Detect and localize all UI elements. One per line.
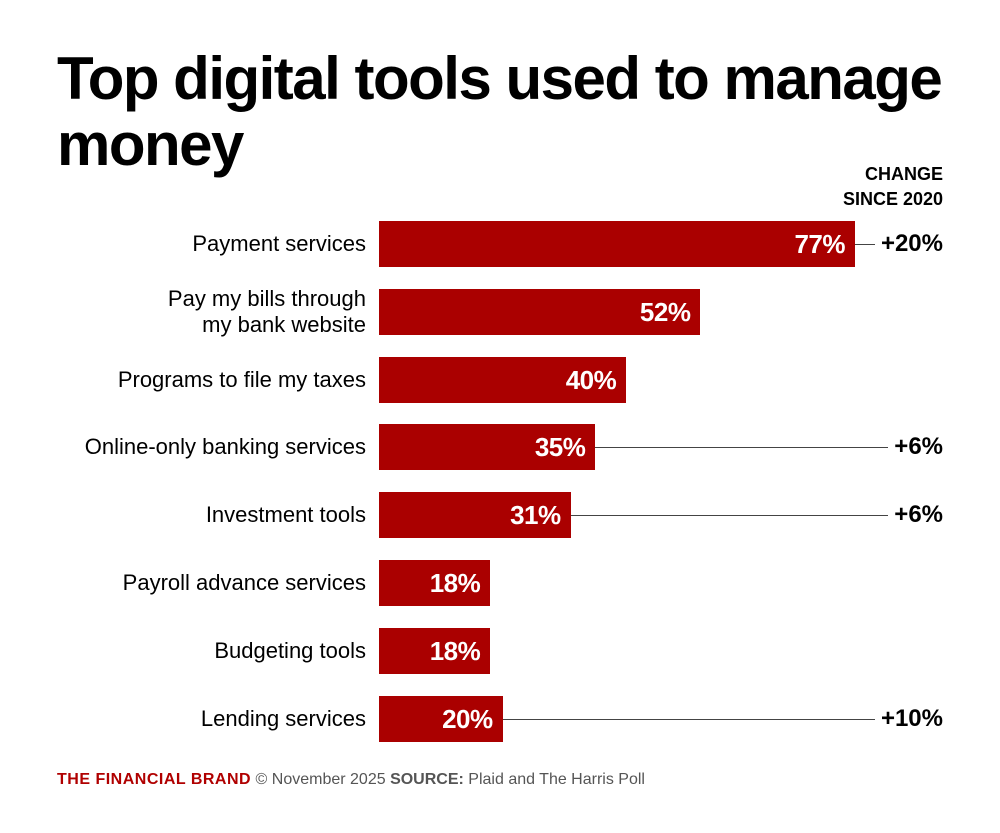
- value-label: 18%: [429, 568, 481, 598]
- category-label: Payroll advance services: [122, 570, 366, 595]
- change-header-line-1: CHANGE: [864, 164, 943, 184]
- value-label: 35%: [534, 432, 586, 463]
- category-label: Investment tools: [205, 502, 366, 528]
- footer: THE FINANCIAL BRAND © November 2025 SOUR…: [57, 771, 645, 789]
- value-label: 18%: [429, 635, 481, 666]
- category-label: Budgeting tools: [214, 637, 366, 663]
- source-text: Plaid and The Harris Poll: [463, 771, 645, 788]
- value-label: 77%: [794, 229, 845, 259]
- bar-row: Budgeting tools 18%: [0, 627, 1000, 674]
- bar: 35%: [379, 424, 596, 471]
- bar-row: Online-only banking services 35% +6%: [0, 424, 1000, 471]
- footer-date: © November 2025: [251, 771, 391, 788]
- connector-line: [595, 447, 888, 449]
- change-header: CHANGE SINCE 2020: [843, 162, 943, 212]
- category-label: Pay my bills through my bank website: [167, 285, 366, 337]
- chart-title: Top digital tools used to manage money: [57, 45, 943, 178]
- bar: 52%: [379, 288, 701, 335]
- source-label: SOURCE:: [390, 771, 464, 788]
- bar: 31%: [379, 492, 571, 539]
- category-label: Payment services: [192, 231, 366, 256]
- value-label: 31%: [510, 500, 561, 531]
- change-label: +20%: [880, 230, 943, 257]
- change-label: +10%: [880, 704, 943, 732]
- bar-row: Investment tools 31% +6%: [0, 492, 1000, 539]
- change-label: +6%: [894, 433, 943, 461]
- value-label: 20%: [442, 703, 493, 734]
- category-label: Online-only banking services: [84, 434, 366, 460]
- bar: 18%: [379, 560, 491, 606]
- connector-line: [570, 515, 888, 517]
- bar: 40%: [379, 356, 627, 403]
- bar-row: Pay my bills through my bank website 52%: [0, 285, 1000, 337]
- connector-line: [855, 244, 875, 245]
- connector-line: [502, 718, 875, 720]
- bar-row: Programs to file my taxes 40%: [0, 356, 1000, 403]
- bar: 77%: [379, 221, 855, 267]
- change-label: +6%: [894, 501, 943, 529]
- bar-row: Lending services 20% +10%: [0, 695, 1000, 742]
- category-label: Programs to file my taxes: [117, 366, 366, 392]
- brand-logo: THE FINANCIAL BRAND: [57, 771, 252, 788]
- change-header-line-2: SINCE 2020: [842, 189, 943, 209]
- bar: 20%: [379, 695, 503, 742]
- value-label: 40%: [565, 364, 617, 395]
- bar-row: Payroll advance services 18%: [0, 560, 1000, 606]
- bar-row: Payment services 77% +20%: [0, 221, 1000, 267]
- value-label: 52%: [639, 296, 691, 327]
- bar: 18%: [379, 627, 491, 674]
- category-label: Lending services: [200, 705, 366, 731]
